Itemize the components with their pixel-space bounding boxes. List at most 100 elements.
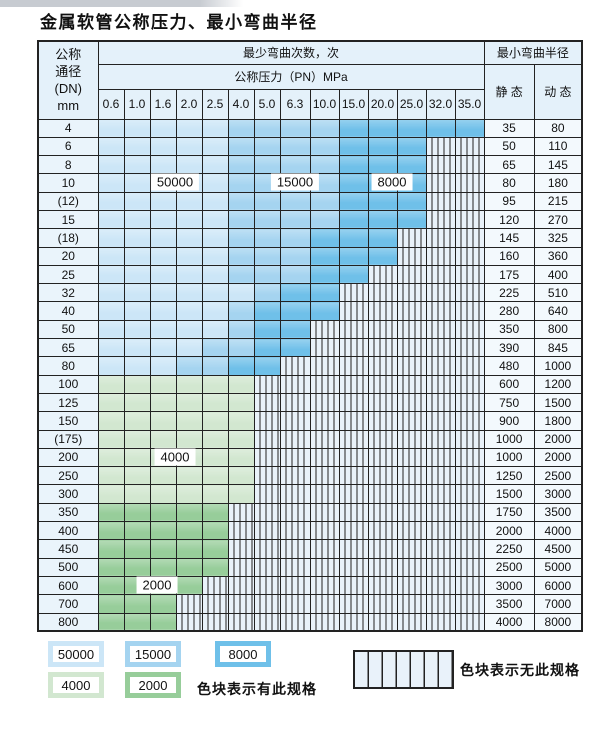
dynamic-radius-value: 800 (533, 319, 583, 340)
spec-cell (175, 155, 203, 175)
spec-cell (97, 173, 125, 193)
dynamic-radius-value: 1500 (533, 392, 583, 413)
spec-cell (149, 301, 177, 321)
legend-has-spec-text: 色块表示有此规格 (197, 681, 317, 697)
spec-cell (396, 191, 427, 211)
table-row: 32 225 510 (37, 283, 583, 303)
spec-cell (149, 338, 177, 358)
dn-label: (12) (37, 191, 99, 211)
cycle-count-label: 15000 (270, 173, 320, 191)
spec-cell (279, 191, 311, 211)
no-spec-cell (253, 374, 281, 394)
table-row: 500 2500 5000 (37, 557, 583, 577)
table-row: 40 280 640 (37, 301, 583, 321)
spec-cell (123, 118, 151, 138)
no-spec-cell (309, 557, 340, 577)
spec-cell (201, 429, 229, 449)
static-radius-value: 225 (483, 283, 535, 303)
spec-cell (201, 136, 229, 157)
spec-cell (253, 228, 281, 248)
spec-cell (253, 283, 281, 303)
spec-cell (227, 411, 255, 431)
spec-cell (279, 246, 311, 266)
spec-cell (338, 209, 369, 230)
no-spec-cell (309, 466, 340, 486)
header-bend-cycles: 最少弯曲次数，次 (97, 40, 485, 65)
dn-label: 40 (37, 301, 99, 321)
spec-cell (97, 612, 125, 632)
spec-cell (175, 521, 203, 541)
spec-cell (338, 173, 369, 193)
spec-cell (309, 228, 340, 248)
spec-cell (338, 155, 369, 175)
spec-cell (309, 136, 340, 157)
spec-cell (149, 356, 177, 376)
legend-swatch-8000: 8000 (215, 641, 271, 667)
no-spec-cell (338, 466, 369, 486)
spec-cell (149, 319, 177, 340)
spec-cell (149, 118, 177, 138)
spec-cell (253, 246, 281, 266)
legend-swatch-label: 2000 (130, 677, 176, 693)
legend-swatch-4000: 4000 (48, 672, 104, 698)
spec-cell (97, 539, 125, 559)
no-spec-cell (309, 521, 340, 541)
header-dn-line: 通径 (55, 64, 82, 80)
pressure-column-header: 2.5 (201, 88, 229, 120)
dn-label: 800 (37, 612, 99, 632)
spec-cell (97, 209, 125, 230)
spec-cell (123, 502, 151, 523)
no-spec-cell (338, 521, 369, 541)
no-spec-cell (454, 539, 485, 559)
spec-cell (149, 594, 177, 614)
spec-cell (227, 246, 255, 266)
table-row: 700 3500 7000 (37, 594, 583, 614)
no-spec-cell (425, 319, 456, 340)
pressure-column-header: 35.0 (454, 88, 485, 120)
no-spec-cell (454, 283, 485, 303)
legend-swatch-label: 8000 (220, 646, 266, 662)
spec-cell (149, 264, 177, 285)
dynamic-radius-value: 510 (533, 283, 583, 303)
spec-cell (123, 356, 151, 376)
no-spec-cell (454, 264, 485, 285)
spec-cell (123, 264, 151, 285)
no-spec-cell (279, 392, 311, 413)
no-spec-cell (425, 392, 456, 413)
no-spec-cell (425, 411, 456, 431)
table-row: 15 120 270 (37, 209, 583, 230)
no-spec-cell (367, 521, 398, 541)
spec-cell (309, 283, 340, 303)
spec-cell (175, 429, 203, 449)
spec-cell (309, 209, 340, 230)
no-spec-cell (253, 594, 281, 614)
pressure-column-header: 15.0 (338, 88, 369, 120)
spec-cell (97, 502, 125, 523)
spec-cell (123, 228, 151, 248)
spec-cell (149, 246, 177, 266)
spec-cell (279, 209, 311, 230)
spec-cell (97, 191, 125, 211)
no-spec-cell (454, 447, 485, 468)
no-spec-cell (396, 392, 427, 413)
spec-cell (253, 264, 281, 285)
no-spec-cell (309, 392, 340, 413)
spec-cell (279, 301, 311, 321)
no-spec-cell (425, 594, 456, 614)
static-radius-value: 350 (483, 319, 535, 340)
spec-cell (175, 264, 203, 285)
cycle-count-label: 50000 (150, 173, 200, 191)
spec-cell (97, 484, 125, 504)
no-spec-cell (454, 429, 485, 449)
no-spec-cell (309, 594, 340, 614)
no-spec-cell (367, 264, 398, 285)
legend-no-spec-text: 色块表示无此规格 (460, 662, 580, 678)
dn-label: 600 (37, 575, 99, 596)
no-spec-cell (367, 283, 398, 303)
static-radius-value: 600 (483, 374, 535, 394)
table-row: 300 1500 3000 (37, 484, 583, 504)
dynamic-radius-value: 400 (533, 264, 583, 285)
spec-cell (201, 338, 229, 358)
dynamic-radius-value: 845 (533, 338, 583, 358)
no-spec-cell (396, 301, 427, 321)
